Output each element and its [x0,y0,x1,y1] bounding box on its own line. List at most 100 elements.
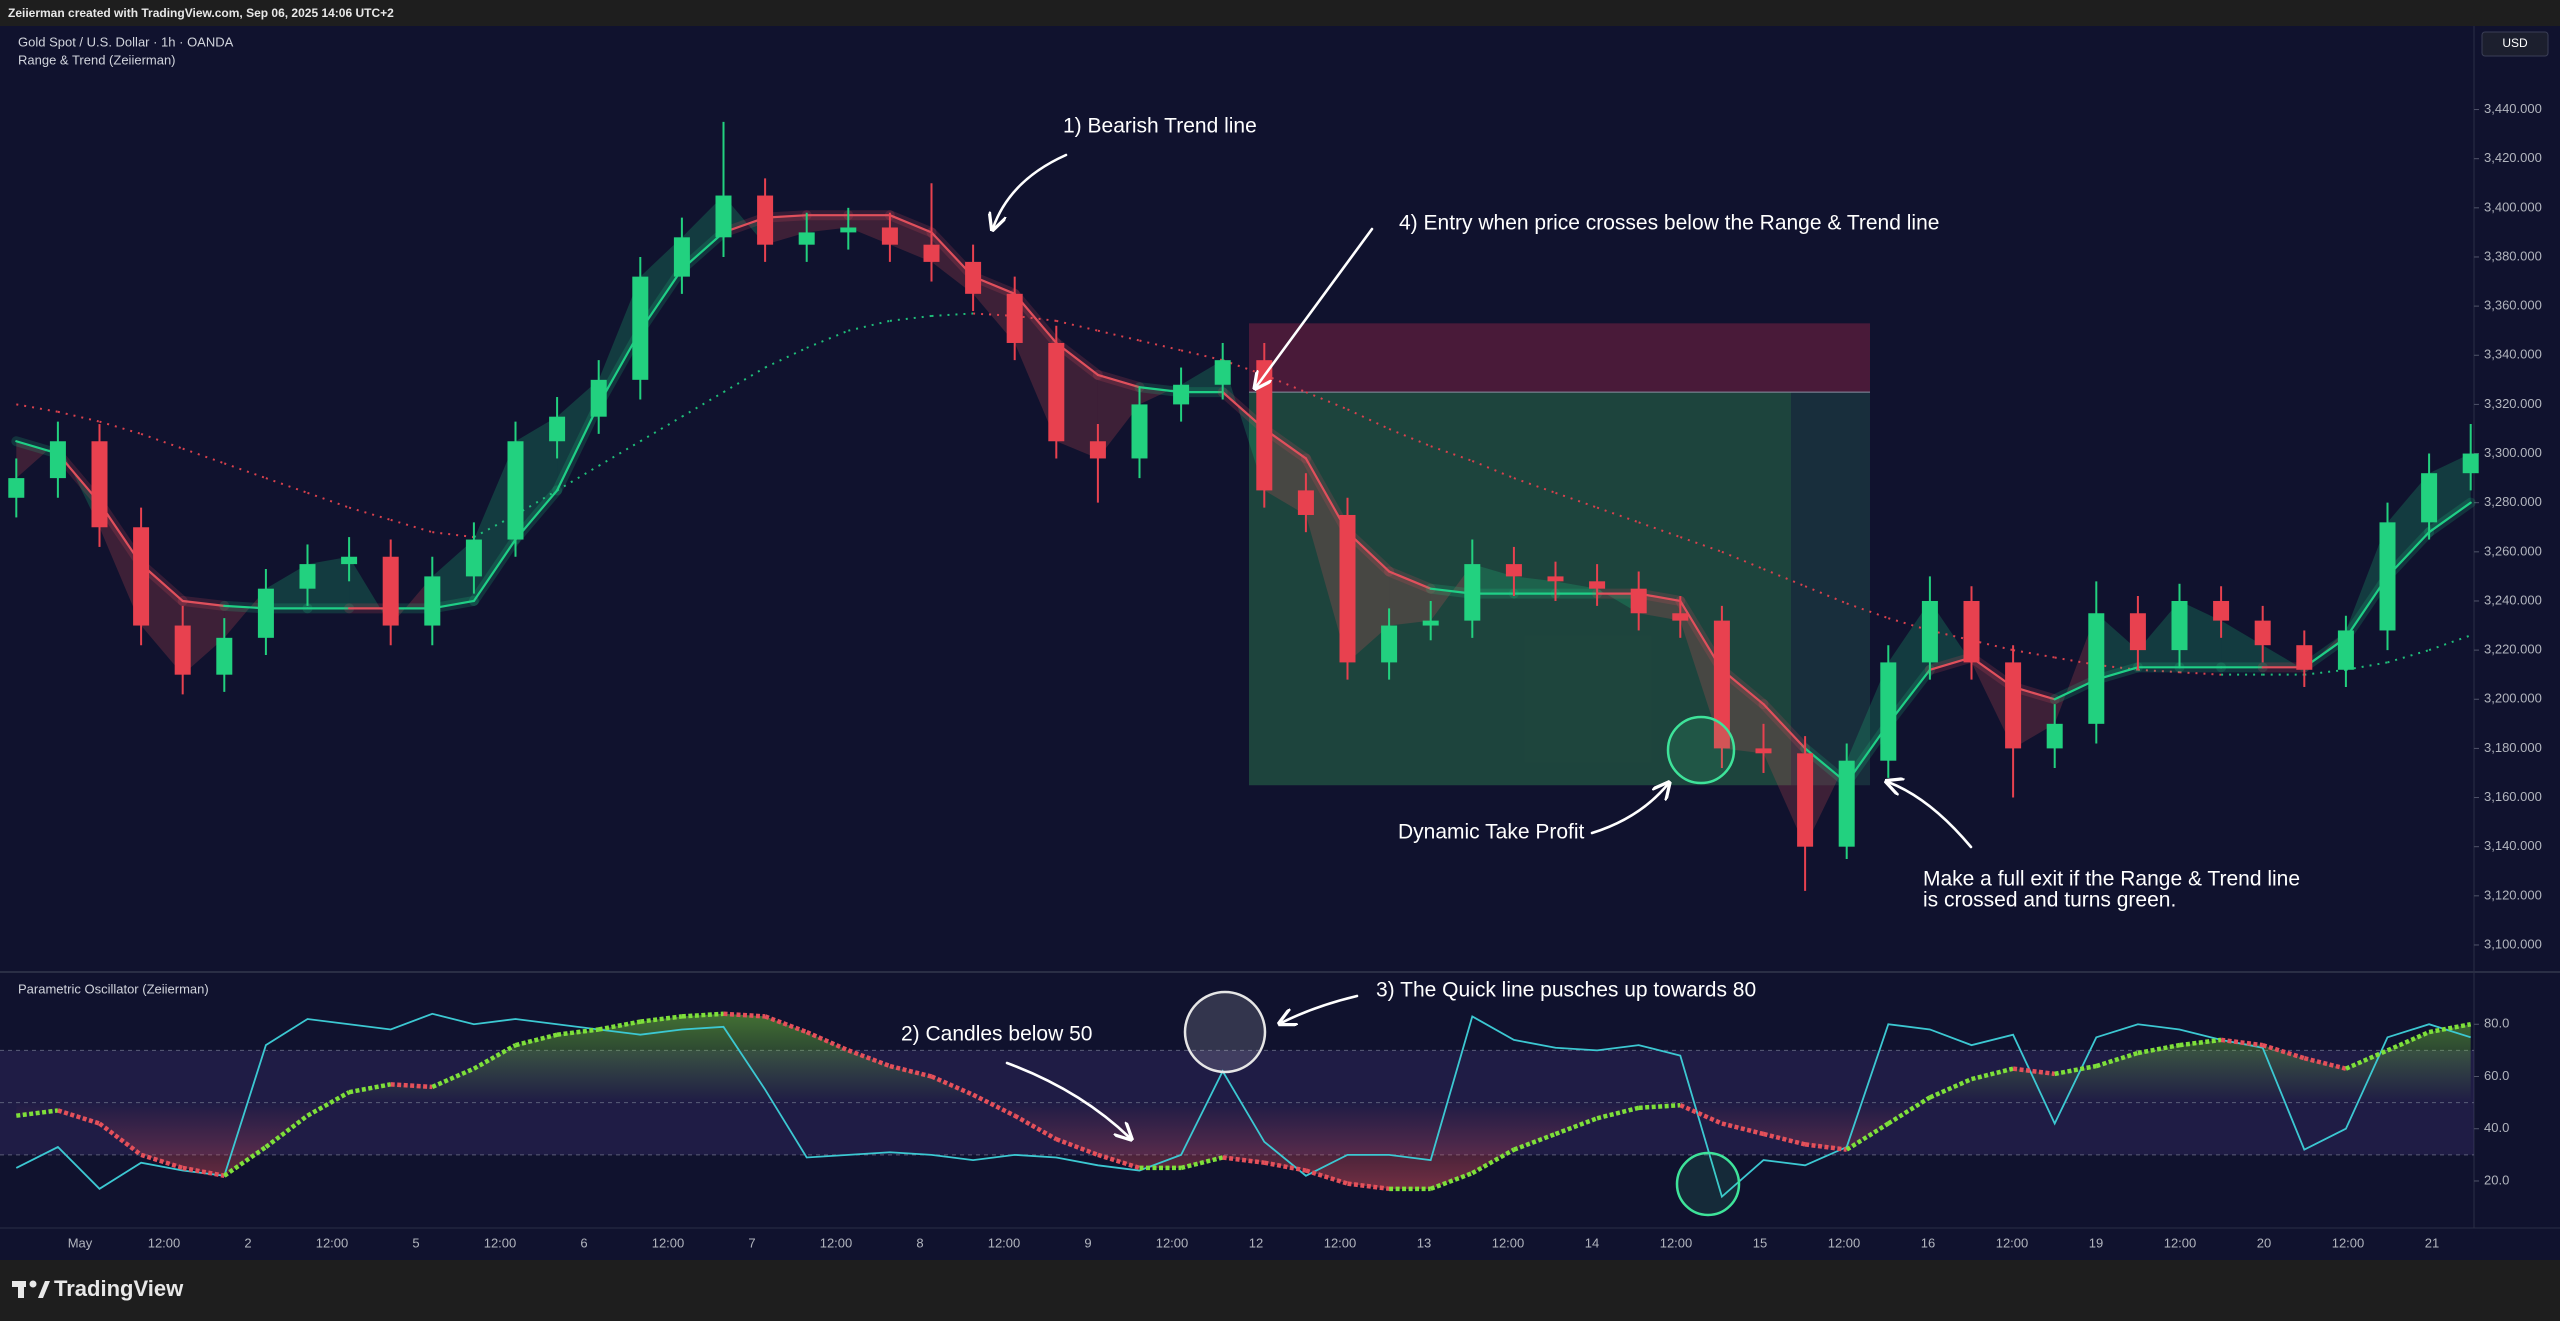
trend-fill [307,556,350,609]
highlight-circle [1675,1151,1741,1217]
quick-line [15,1012,2471,1199]
slow-dots [723,1011,766,1019]
slow-dots [764,1014,808,1035]
slow-dots [556,1027,599,1037]
trend-fill [723,195,766,245]
y-tick-label: 3,140.000 [2484,838,2542,853]
candle-body [1755,748,1772,754]
trend-fill [141,564,183,675]
annotation: 3) The Quick line pusches up towards 80 [1376,979,1756,1002]
stop-zone [1249,323,1870,393]
slow-dots [1554,1116,1598,1137]
candle-body [8,478,25,498]
candle-body [965,261,982,294]
trend-fill [2054,613,2097,724]
annotation: 1) Bearish Trend line [1063,115,1257,138]
candle-body [1589,581,1606,589]
slow-dots [1845,1121,1890,1152]
annotation: Dynamic Take Profit [1398,821,1585,844]
slow-dots [348,1082,392,1095]
brand-logo: TradingView [12,1276,184,1301]
arrow [1256,227,1374,387]
trend-fill [1305,458,1348,663]
annotation: 2) Candles below 50 [901,1023,1092,1046]
candle-body [2296,645,2313,670]
slow-dots [1804,1142,1847,1152]
slow-line [598,440,641,467]
slow-dots [1013,1113,1058,1142]
candle-body [133,527,150,626]
x-tick-label: 21 [2425,1235,2439,1250]
target-zone [1249,392,1791,786]
slow-dots [1222,1155,1265,1165]
y-tick-label: 3,320.000 [2484,396,2542,411]
annotation: is crossed and turns green. [1923,889,2176,912]
slow-dots [98,1121,143,1157]
y-tick-label: 3,100.000 [2484,936,2542,951]
trend-fill [1056,342,1098,459]
trend-fill [598,276,641,405]
trend-fill [1472,564,1514,594]
trend-fill [1680,600,1722,749]
slow-dots [2220,1037,2263,1048]
candle-body [673,237,690,277]
trend-fill [224,588,266,638]
slow-dots [223,1145,268,1178]
slow-dots [1887,1095,1932,1126]
candle-body [1006,293,1023,343]
candle-body [1297,490,1314,515]
candle-body [2379,522,2396,631]
slow-dots [1596,1105,1640,1121]
trend-fill [1929,600,1972,670]
trend-fill [973,276,1015,343]
trend-fill [2429,453,2471,533]
x-tick-label: 12:00 [148,1235,181,1250]
candle-body [2129,613,2146,651]
slow-dots [431,1066,475,1089]
candle-body [257,588,274,638]
slow-dots [264,1113,309,1149]
currency[interactable]: USD [2502,36,2528,50]
slow-dots [1638,1102,1681,1111]
candle-body [590,379,607,417]
slow-dots [1471,1147,1516,1176]
annotation: 4) Entry when price crosses below the Ra… [1399,212,1939,235]
x-tick-label: 12:00 [484,1235,517,1250]
slow-dots [1180,1155,1224,1171]
symbol-title: Gold Spot / U.S. Dollar · 1h · OANDA [18,34,234,49]
brand-name: TradingView [54,1276,184,1301]
indicator-title: Range & Trend (Zeiierman) [18,52,176,67]
y-tick-label: 3,380.000 [2484,248,2542,263]
candle-body [91,441,108,528]
candle-body [1505,564,1522,577]
arrow [1590,784,1668,835]
x-tick-label: 7 [748,1235,755,1250]
slow-area [16,1013,2471,1189]
trend-fill [2262,645,2305,670]
candle-body [216,637,233,675]
candle-body [465,539,482,577]
slow-dots [1097,1152,1141,1171]
slow-dots [2012,1066,2055,1077]
currency-box[interactable] [2481,31,2549,57]
slow-dots [930,1074,975,1097]
oscillator-title: Parametric Oscillator (Zeiierman) [18,981,209,996]
trend-fill [1222,360,1265,491]
trend-fill [1139,384,1182,405]
x-tick-label: 19 [2089,1235,2103,1250]
candle-body [549,416,566,442]
x-tick-label: 12:00 [1660,1235,1693,1250]
candle-body [1630,588,1647,614]
x-tick-label: 12:00 [2332,1235,2365,1250]
trend-fill [640,237,682,331]
x-tick-label: 6 [580,1235,587,1250]
slow-dots [140,1152,184,1171]
trend-fill [1721,669,1764,754]
candle-body [2171,600,2188,651]
slow-dots [805,1030,850,1053]
y-tick-label: 3,340.000 [2484,347,2542,362]
slow-dots [598,1019,641,1032]
candle-body [341,556,358,565]
candle-body [382,556,399,626]
